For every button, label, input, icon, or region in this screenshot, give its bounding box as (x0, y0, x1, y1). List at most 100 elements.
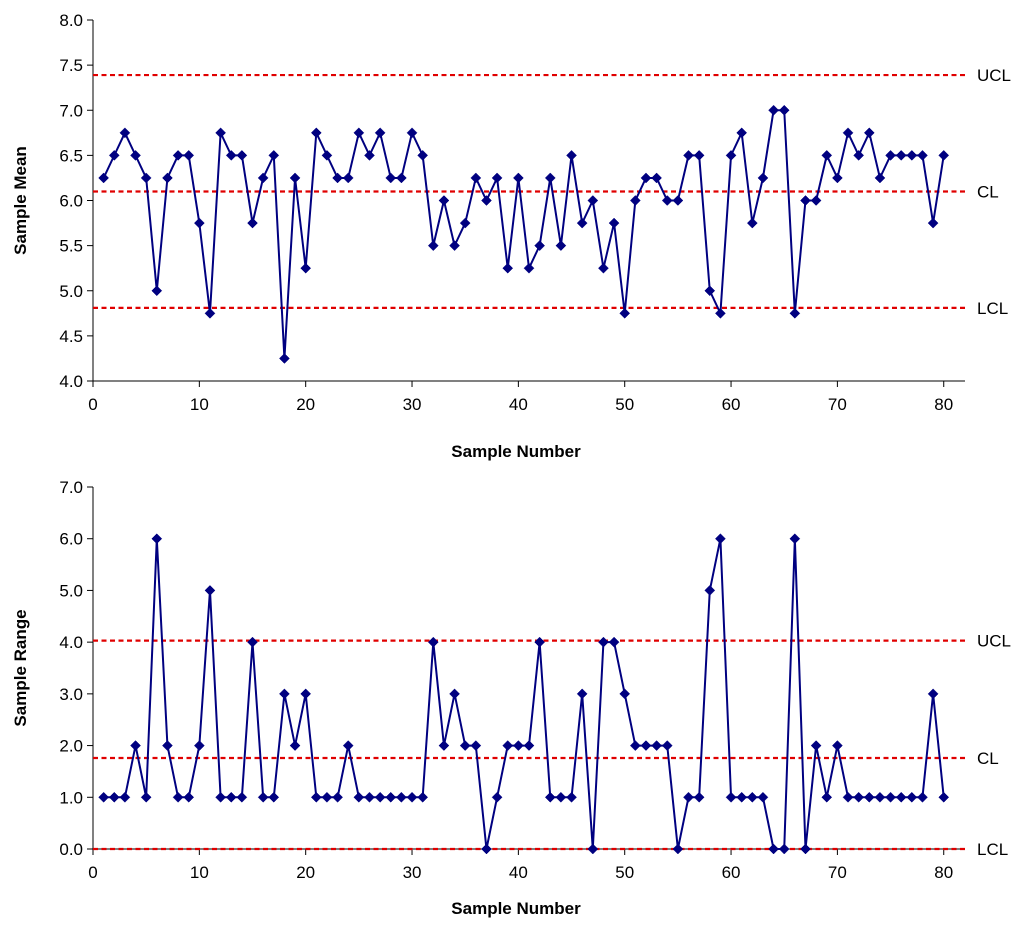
mean-data-point (927, 217, 939, 229)
range-data-point (236, 791, 248, 803)
range-data-point (704, 585, 716, 596)
mean-y-tick-label: 7.0 (59, 101, 83, 120)
range-data-point (289, 740, 301, 751)
mean-data-point (140, 172, 152, 184)
range-data-point (534, 636, 545, 648)
range-data-point (672, 843, 684, 855)
mean-y-tick-label: 5.5 (59, 237, 83, 256)
range-data-point (140, 791, 152, 803)
mean-data-point (736, 127, 748, 139)
mean-data-point (608, 217, 620, 229)
mean-data-point (587, 195, 599, 206)
mean-data-point (193, 217, 205, 229)
mean-y-tick-label: 7.5 (59, 56, 83, 75)
range-x-tick-label: 70 (828, 863, 847, 882)
mean-y-tick-label: 4.0 (59, 372, 83, 391)
mean-data-point (725, 150, 737, 161)
mean-data-point (938, 150, 950, 161)
range-control-label-cl: CL (977, 749, 999, 768)
range-y-tick-label: 7.0 (59, 478, 83, 497)
range-y-tick-label: 3.0 (59, 685, 83, 704)
range-x-tick-label: 40 (509, 863, 528, 882)
range-control-label-lcl: LCL (977, 840, 1008, 859)
range-y-tick-label: 0.0 (59, 840, 83, 859)
mean-data-point (385, 172, 397, 184)
mean-data-point (279, 353, 290, 364)
mean-data-point (842, 127, 854, 139)
range-data-point (427, 636, 439, 648)
range-data-point (162, 740, 173, 751)
mean-data-point (661, 195, 673, 206)
mean-data-point (257, 172, 269, 184)
range-y-tick-label: 2.0 (59, 737, 83, 756)
range-data-point (183, 791, 195, 803)
range-data-point (587, 843, 599, 855)
mean-data-point (225, 150, 237, 161)
mean-data-point (502, 262, 514, 274)
mean-data-point (523, 262, 535, 274)
mean-data-point (832, 172, 843, 184)
mean-data-point (98, 172, 109, 184)
range-data-point (215, 791, 226, 803)
range-data-point (619, 688, 631, 700)
mean-data-point (598, 262, 609, 274)
range-data-point (661, 740, 673, 751)
range-data-point (151, 533, 163, 545)
range-data-point (895, 791, 907, 803)
mean-data-point (778, 104, 790, 116)
mean-data-point (651, 172, 662, 184)
mean-data-point (321, 150, 333, 161)
mean-data-point (310, 127, 322, 139)
range-series-line (103, 537, 945, 850)
range-data-point (332, 791, 343, 803)
mean-data-point (715, 307, 726, 319)
mean-data-point (704, 285, 716, 297)
mean-data-point (800, 195, 811, 206)
mean-data-point (236, 150, 248, 161)
range-data-point (757, 791, 769, 803)
range-x-tick-label: 80 (934, 863, 953, 882)
mean-data-point (672, 195, 684, 206)
range-data-point (608, 636, 620, 648)
mean-y-tick-label: 6.5 (59, 146, 83, 165)
range-data-point (491, 791, 503, 803)
range-data-point (598, 636, 609, 648)
range-data-point (800, 843, 811, 855)
range-data-point (651, 740, 662, 751)
range-data-point (938, 791, 950, 803)
mean-x-tick-label: 60 (722, 395, 741, 414)
range-data-point (725, 791, 737, 803)
mean-data-point (342, 172, 354, 184)
mean-data-point (768, 104, 779, 116)
mean-control-label-cl: CL (977, 182, 999, 201)
range-y-tick-label: 4.0 (59, 633, 83, 652)
mean-control-label-lcl: LCL (977, 299, 1008, 318)
range-data-point (693, 791, 705, 803)
range-data-point (502, 740, 514, 751)
mean-y-tick-label: 8.0 (59, 11, 83, 30)
range-control-label-ucl: UCL (977, 632, 1011, 651)
mean-data-point (885, 150, 896, 161)
range-data-point (98, 791, 109, 803)
mean-data-point (555, 240, 567, 251)
range-y-tick-label: 6.0 (59, 530, 83, 549)
mean-x-tick-label: 20 (296, 395, 315, 414)
range-x-axis-title: Sample Number (451, 899, 581, 918)
range-data-point (768, 843, 779, 855)
range-x-tick-label: 20 (296, 863, 315, 882)
mean-data-point (417, 150, 429, 161)
mean-data-point (268, 150, 280, 161)
range-x-tick-label: 0 (88, 863, 97, 882)
range-data-point (746, 791, 758, 803)
range-data-point (789, 533, 801, 545)
mean-data-point (895, 150, 907, 161)
mean-data-point (629, 195, 641, 206)
mean-data-point (215, 127, 226, 139)
range-data-point (470, 740, 482, 751)
mean-y-tick-label: 5.0 (59, 282, 83, 301)
range-data-point (119, 791, 131, 803)
range-data-point (374, 791, 386, 803)
range-data-point (310, 791, 322, 803)
